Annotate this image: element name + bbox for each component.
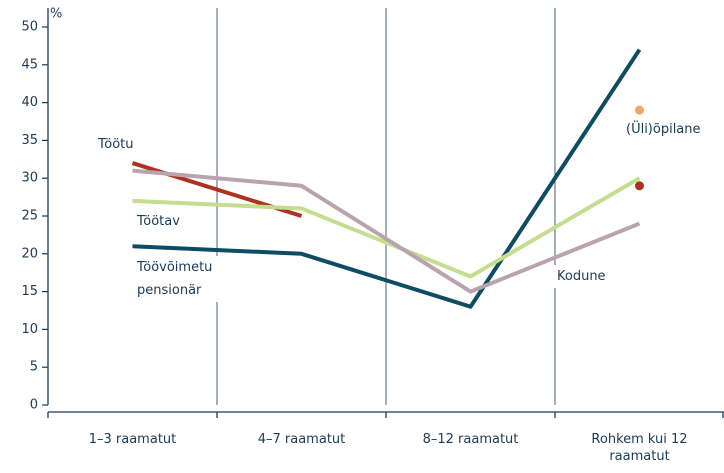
series-label: Töötu: [94, 133, 138, 156]
y-tick-label: 40: [21, 95, 38, 110]
y-tick-label: 25: [21, 209, 38, 224]
y-tick-label: 10: [21, 322, 38, 337]
y-unit: %: [50, 7, 62, 22]
series-label: (Üli)õpilane: [622, 118, 705, 141]
data-point: [635, 181, 644, 191]
x-tick-label: 1–3 raamatut: [88, 432, 177, 447]
data-point: [635, 105, 644, 115]
y-tick-label: 30: [21, 171, 38, 186]
y-tick-label: 15: [21, 284, 38, 299]
y-tick-label: 5: [30, 360, 38, 375]
x-tick-label: 8–12 raamatut: [422, 432, 519, 447]
y-tick-label: 0: [30, 398, 38, 413]
x-tick-label: Rohkem kui 12 raamatut: [591, 432, 688, 464]
y-tick-label: 45: [21, 57, 38, 72]
series-line: [132, 168, 641, 294]
y-tick-label: 50: [21, 20, 38, 35]
series-line: [132, 176, 641, 279]
x-tick-label: 4–7 raamatut: [257, 432, 346, 447]
y-tick-label: 35: [21, 133, 38, 148]
series-label: Töövõimetu pensionär: [133, 256, 245, 302]
series-line: [132, 48, 642, 309]
series-label: Töötav: [133, 210, 184, 233]
series-label: Kodune: [553, 265, 610, 288]
y-tick-label: 20: [21, 246, 38, 261]
